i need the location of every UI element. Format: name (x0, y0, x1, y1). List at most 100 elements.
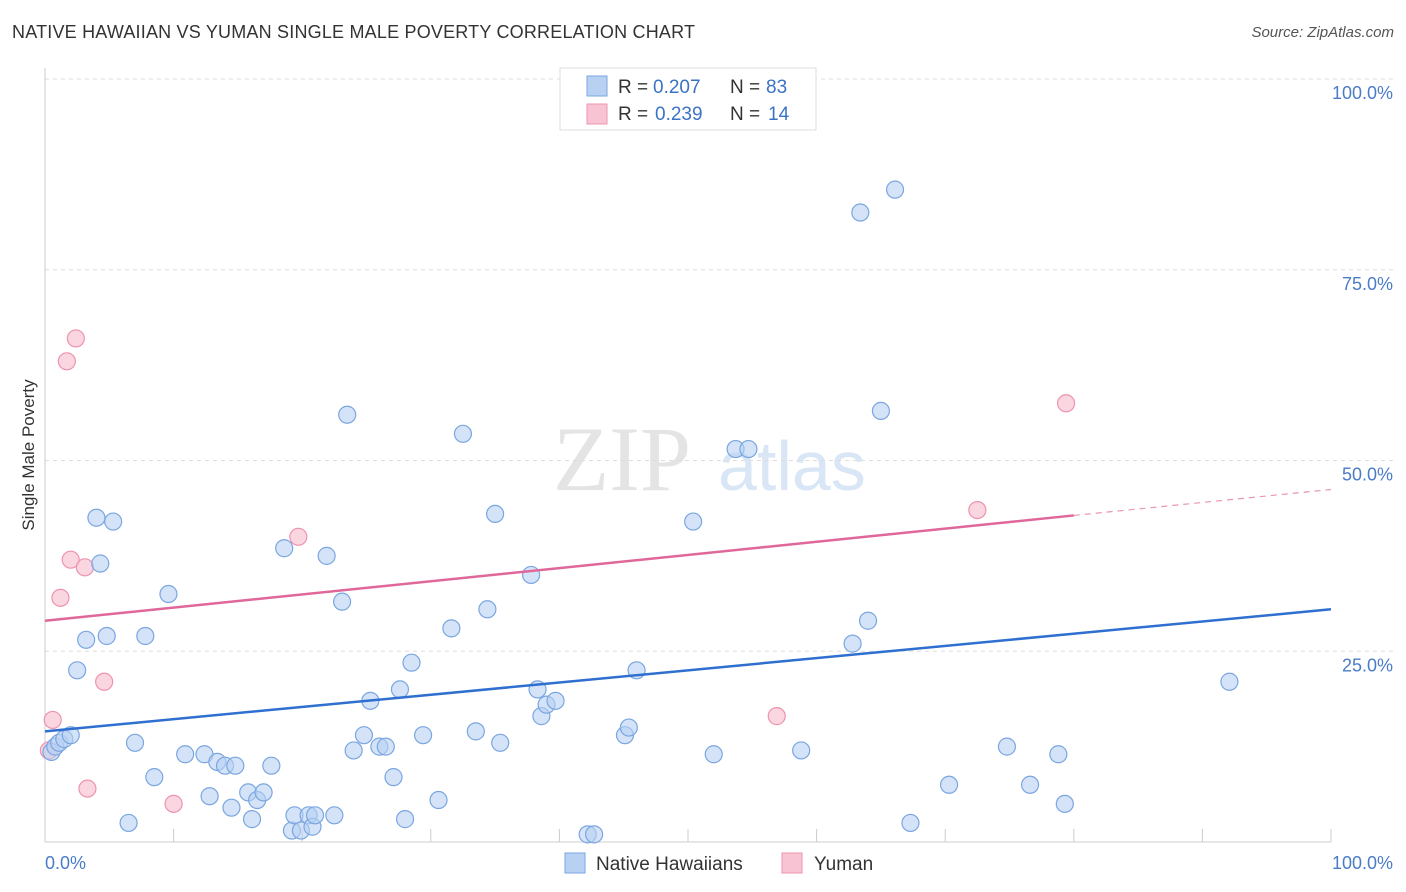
native-hawaiian-point-73 (858, 611, 878, 630)
series-legend-swatch-blue (564, 852, 586, 874)
series-legend-swatch-pink (781, 852, 803, 874)
trend-lines (44, 488, 1332, 733)
native-hawaiian-point-45 (390, 680, 410, 699)
yuman-point-11 (767, 707, 786, 726)
native-hawaiian-point-81 (1055, 794, 1074, 813)
native-hawaiian-point-67 (704, 745, 723, 764)
native-hawaiian-point-40 (354, 726, 374, 745)
native-hawaiian-point-52 (466, 722, 485, 741)
native-hawaiian-point-11 (119, 813, 138, 833)
native-hawaiian-point-14 (145, 768, 164, 787)
y-tick-label-25: 25.0% (1342, 655, 1393, 675)
native-hawaiian-point-49 (429, 790, 448, 810)
series-legend: Native Hawaiians Yuman (564, 852, 873, 875)
yuman-point-8 (95, 672, 114, 691)
native-hawaiian-trend-line (44, 608, 1332, 733)
native-hawaiian-point-36 (325, 806, 344, 825)
y-tick-label-50: 50.0% (1342, 465, 1393, 485)
legend-n-label-2: N = (730, 104, 760, 125)
x-tick-label-left: 0.0% (45, 853, 86, 873)
legend-swatch-pink (586, 103, 608, 125)
native-hawaiian-point-43 (376, 737, 395, 756)
yuman-point-3 (57, 352, 76, 371)
native-hawaiian-point-7 (87, 508, 106, 527)
native-hawaiian-point-66 (684, 512, 703, 531)
y-tick-labels: 25.0% 50.0% 75.0% 100.0% (1332, 83, 1393, 675)
native-hawaiian-point-9 (97, 626, 116, 646)
series-legend-label-pink: Yuman (814, 854, 873, 875)
watermark-zip: ZIP (553, 408, 691, 510)
series-legend-label-blue: Native Hawaiians (596, 854, 743, 875)
x-tick-label-right: 100.0% (1332, 853, 1393, 873)
yuman-point-6 (75, 558, 94, 577)
y-tick-label-75: 75.0% (1342, 274, 1393, 294)
y-axis-label: Single Male Poverty (19, 379, 38, 531)
native-hawaiian-point-76 (901, 813, 920, 833)
legend-n-value-1: 83 (766, 77, 787, 98)
native-hawaiian-point-27 (262, 756, 281, 775)
native-hawaiian-point-39 (344, 741, 363, 760)
yuman-point-1 (43, 710, 62, 730)
native-hawaiian-point-35 (317, 546, 336, 565)
native-hawaiian-point-34 (305, 806, 325, 825)
native-hawaiian-point-15 (159, 584, 178, 604)
native-hawaiian-point-50 (442, 619, 461, 638)
source-credit: Source: ZipAtlas.com (1251, 24, 1394, 41)
native-hawaiian-point-56 (522, 565, 541, 585)
legend-r-label-2: R = (618, 104, 648, 125)
yuman-point-2 (51, 588, 70, 607)
native-hawaiian-point-80 (1049, 745, 1068, 764)
native-hawaiian-point-8 (91, 554, 110, 573)
legend-n-value-2: 14 (768, 104, 790, 125)
native-hawaiian-point-78 (997, 737, 1017, 756)
native-hawaiian-point-77 (939, 775, 959, 794)
yuman-point-13 (1056, 394, 1076, 413)
native-hawaiian-point-75 (885, 180, 905, 199)
native-hawaiian-point-44 (384, 768, 403, 787)
x-tick-marks (173, 829, 1332, 842)
y-tick-label-100: 100.0% (1332, 83, 1393, 103)
yuman-trend-line (44, 514, 1074, 622)
native-hawaiian-point-64 (619, 718, 638, 737)
yuman-point-5 (66, 329, 85, 348)
native-hawaiian-point-55 (491, 733, 510, 752)
native-hawaiian-point-16 (176, 745, 195, 764)
yuman-trend-extension (1073, 488, 1332, 517)
native-hawaiian-point-38 (338, 405, 357, 424)
legend-r-value-1: 0.207 (653, 77, 701, 98)
yuman-point-10 (289, 527, 308, 546)
native-hawaiian-point-10 (104, 512, 123, 531)
native-hawaiian-points (42, 180, 1239, 844)
native-hawaiian-point-48 (413, 726, 433, 745)
chart-title: NATIVE HAWAIIAN VS YUMAN SINGLE MALE POV… (12, 22, 696, 42)
legend-n-label-1: N = (730, 77, 760, 98)
watermark-atlas: atlas (718, 427, 866, 505)
native-hawaiian-point-26 (254, 783, 273, 802)
yuman-point-4 (61, 550, 80, 569)
yuman-points (39, 329, 1076, 813)
native-hawaiian-point-51 (453, 424, 473, 443)
native-hawaiian-point-22 (226, 756, 245, 775)
native-hawaiian-point-72 (851, 203, 870, 222)
native-hawaiian-point-24 (242, 810, 262, 829)
native-hawaiian-point-28 (275, 539, 294, 558)
native-hawaiian-point-54 (486, 504, 505, 524)
native-hawaiian-point-47 (402, 653, 421, 672)
legend-r-value-2: 0.239 (655, 104, 703, 125)
legend-swatch-blue (586, 75, 608, 97)
native-hawaiian-point-21 (222, 798, 241, 817)
native-hawaiian-point-71 (843, 634, 862, 653)
native-hawaiian-point-79 (1020, 775, 1040, 794)
yuman-point-12 (968, 500, 987, 520)
grid-lines (45, 78, 1393, 652)
native-hawaiian-point-69 (739, 439, 758, 459)
native-hawaiian-point-4 (61, 726, 80, 745)
native-hawaiian-point-53 (478, 600, 497, 619)
native-hawaiian-point-37 (332, 592, 352, 611)
native-hawaiian-point-74 (871, 401, 891, 421)
native-hawaiian-point-70 (792, 741, 811, 760)
native-hawaiian-point-12 (125, 733, 145, 752)
native-hawaiian-point-46 (395, 810, 415, 829)
native-hawaiian-point-82 (1220, 672, 1239, 691)
yuman-point-9 (164, 794, 183, 813)
